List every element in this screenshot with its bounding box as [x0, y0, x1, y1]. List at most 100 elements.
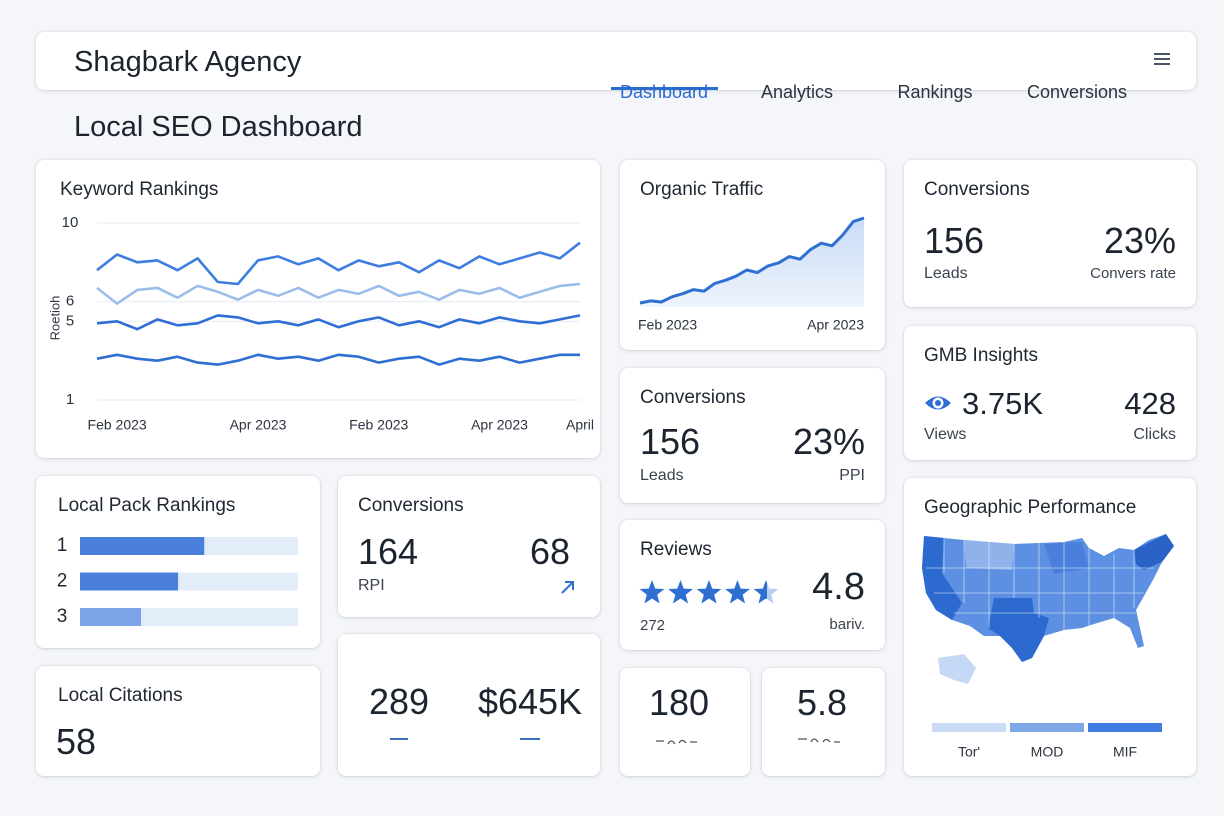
metric-value: 289 [368, 681, 430, 722]
conversions-card: Conversions 156 Leads 23% PPI [620, 368, 885, 503]
star-rating [639, 580, 779, 604]
card-title: Organic Traffic [640, 179, 764, 200]
metric-value: 3.75K [962, 386, 1044, 421]
eye-icon [925, 396, 951, 410]
category-label: 3 [57, 606, 68, 627]
bar [80, 572, 179, 591]
star [725, 580, 750, 604]
card-title: Conversions [358, 495, 464, 516]
x-tick-label: Apr 2023 [807, 317, 864, 333]
metric-value: 180 [648, 682, 710, 723]
series-line [96, 241, 581, 286]
metric-label: Clicks [1133, 426, 1176, 443]
legend-swatch [1088, 723, 1162, 732]
card-title: Conversions [924, 179, 1030, 200]
x-tick-label: April [566, 417, 594, 433]
local-pack-card: 1 2 3 Local Pack Rankings [36, 476, 320, 648]
legend-label: MOD [1031, 744, 1064, 760]
x-tick-label: Apr 2023 [471, 417, 528, 433]
area-fill [640, 218, 864, 307]
conversions-card: Conversions 156 Leads 23% Convers rate [904, 160, 1196, 307]
star [753, 580, 779, 604]
alaska [938, 654, 976, 684]
nav-link[interactable]: Dashboard [619, 82, 709, 102]
header: Shagbark Agency Dashboard Analytics Rankin… [36, 32, 1196, 101]
metric-label: Convers rate [1090, 265, 1176, 282]
metric-label: RPI [358, 577, 385, 594]
y-tick-label: 1 [66, 391, 74, 408]
card-title: Local Citations [58, 685, 183, 706]
stat-card: 5.8 [762, 668, 885, 776]
brand: Shagbark Agency [74, 46, 302, 78]
card-title: Local Pack Rankings [58, 495, 236, 516]
y-axis-label: Roetioh [47, 296, 62, 341]
card-title: Reviews [640, 539, 712, 560]
series-line [96, 353, 580, 366]
category-label: 1 [57, 535, 68, 556]
state-borders [926, 538, 1154, 630]
area-line [639, 216, 865, 305]
x-tick-label: Apr 2023 [230, 417, 287, 433]
menu-icon[interactable] [1154, 53, 1170, 65]
totals-card: 289 $645K [338, 634, 600, 776]
page-title: Local SEO Dashboard [74, 111, 363, 143]
x-tick-label: Feb 2023 [349, 417, 408, 433]
review-count: 272 [640, 617, 666, 634]
series-line [96, 282, 581, 305]
arrow-icon [561, 581, 574, 594]
state [922, 536, 962, 620]
y-tick-label: 10 [62, 214, 79, 231]
metric-value: 5.8 [796, 682, 848, 723]
star [696, 580, 722, 604]
nav-link[interactable]: Rankings [897, 82, 973, 102]
card-title: Conversions [640, 387, 746, 408]
x-tick-label: Feb 2023 [88, 417, 147, 433]
stat-card: 180 [620, 668, 750, 776]
metric-label: Views [924, 426, 967, 443]
local-pack-chart: 1 2 3 [57, 535, 298, 627]
star [668, 580, 693, 604]
state [1134, 534, 1174, 570]
metric-value: 156 [924, 220, 985, 261]
metric-label: Leads [640, 467, 684, 484]
traffic-card: Feb 2023 Apr 2023 Organic Traffic [620, 160, 885, 350]
bar [80, 608, 142, 626]
category-label: 2 [57, 571, 68, 592]
star [639, 580, 665, 604]
citations-card: Local Citations 58 [36, 666, 320, 776]
card-title: GMB Insights [924, 345, 1039, 366]
rating: 4.8 [812, 566, 865, 608]
bar [80, 537, 205, 555]
state [1044, 542, 1089, 574]
y-tick-label: 6 [66, 293, 74, 310]
x-tick-label: Feb 2023 [638, 317, 697, 333]
legend-label: Tor' [958, 744, 980, 760]
keyword-card: 10 6 5 1 Roetioh Feb 2023 Apr 2023 Feb 2023 Apr … [36, 160, 600, 458]
gmb-card: GMB Insights 3.75K Views 428 Clicks [904, 326, 1196, 460]
nav-link[interactable]: Conversions [1026, 82, 1128, 102]
metric-value: 58 [56, 721, 97, 762]
legend-swatch [932, 723, 1006, 732]
us-map: Tor' MOD MIF [922, 534, 1174, 760]
decor [798, 738, 840, 743]
card-title: Keyword Rankings [60, 179, 219, 200]
nav-link[interactable]: Analytics [760, 82, 834, 102]
metric-value: 428 [1124, 386, 1176, 421]
decor [656, 739, 697, 745]
metric-value: $645K [477, 681, 583, 722]
rating-note: bariv. [829, 616, 865, 633]
metric-label: PPI [839, 467, 865, 484]
metric-value: 164 [358, 531, 419, 572]
traffic-chart: Feb 2023 Apr 2023 [638, 216, 865, 333]
state [988, 598, 1049, 662]
geo-card: Tor' MOD MIF Geographic Performance [904, 478, 1196, 776]
metric-value: 156 [640, 421, 701, 462]
reviews-card: Reviews 272 4.8 bariv. [620, 520, 885, 650]
metric-value: 68 [529, 531, 570, 572]
metric-label: Leads [924, 265, 968, 282]
legend-swatch [1010, 723, 1084, 732]
conversions-card: Conversions 164 RPI 68 [338, 476, 600, 617]
series-line [96, 314, 581, 331]
keyword-chart: 10 6 5 1 Roetioh Feb 2023 Apr 2023 Feb 2023 Apr … [47, 214, 594, 433]
